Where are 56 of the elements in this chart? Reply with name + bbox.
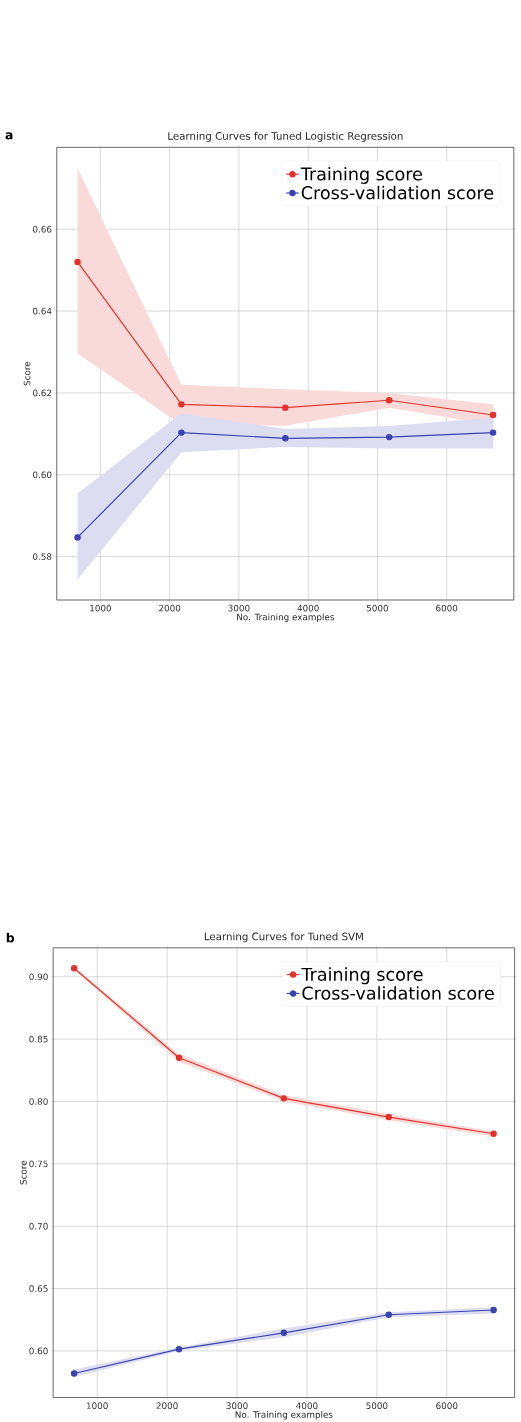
x-tick-label: 3000 bbox=[226, 1402, 248, 1409]
legend-label: Training score bbox=[300, 166, 422, 184]
x-tick-label: 6000 bbox=[436, 604, 458, 612]
point bbox=[385, 433, 393, 441]
y-tick-label: 0.62 bbox=[33, 389, 52, 397]
legend-label: Cross-validation score bbox=[301, 185, 494, 200]
y-axis-title: Score bbox=[20, 1160, 27, 1185]
x-tick-label: 2000 bbox=[156, 1402, 178, 1409]
text: b bbox=[6, 932, 15, 943]
point bbox=[490, 1130, 497, 1138]
point bbox=[70, 965, 78, 972]
point bbox=[489, 429, 497, 436]
point bbox=[175, 1345, 183, 1353]
point bbox=[178, 401, 185, 408]
legend-label: Training score bbox=[301, 967, 423, 985]
point bbox=[282, 435, 289, 442]
point bbox=[385, 1311, 392, 1318]
y-tick-label: 0.80 bbox=[29, 1098, 48, 1105]
x-tick-label: 6000 bbox=[436, 1402, 458, 1409]
point bbox=[70, 1370, 78, 1377]
x-tick-label: 4000 bbox=[296, 1402, 318, 1409]
chart-title: Learning Curves for Tuned SVM bbox=[204, 932, 363, 943]
x-tick-label: 2000 bbox=[159, 604, 181, 612]
point bbox=[385, 1113, 392, 1121]
y-tick-label: 0.65 bbox=[29, 1285, 48, 1292]
chart-title: Learning Curves for Tuned Logistic Regression bbox=[168, 131, 403, 142]
x-tick-label: 5000 bbox=[366, 604, 389, 612]
y-axis-title: Score bbox=[23, 361, 31, 386]
point bbox=[74, 258, 81, 266]
x-tick-label: 1000 bbox=[90, 604, 111, 612]
x-tick-label: 5000 bbox=[366, 1402, 388, 1409]
x-tick-label: 4000 bbox=[297, 604, 319, 612]
point bbox=[490, 1306, 497, 1314]
x-tick-label: 3000 bbox=[228, 604, 250, 612]
x-tick-label: 1000 bbox=[86, 1402, 108, 1409]
legend-label: Cross-validation score bbox=[302, 986, 494, 1000]
x-axis-title: No. Training examples bbox=[235, 1411, 333, 1420]
point bbox=[385, 397, 393, 404]
y-tick-label: 0.60 bbox=[33, 471, 52, 479]
y-tick-label: 0.66 bbox=[33, 225, 52, 233]
y-tick-label: 0.64 bbox=[33, 307, 52, 315]
y-tick-label: 0.85 bbox=[29, 1035, 48, 1043]
point bbox=[282, 404, 289, 411]
y-tick-label: 0.60 bbox=[29, 1347, 48, 1355]
y-tick-label: 0.90 bbox=[29, 973, 48, 981]
point bbox=[280, 1095, 288, 1102]
y-tick-label: 0.58 bbox=[33, 553, 52, 560]
y-tick-label: 0.70 bbox=[29, 1222, 48, 1230]
point bbox=[74, 534, 81, 541]
point bbox=[178, 429, 185, 436]
point bbox=[175, 1054, 183, 1061]
x-axis-title: No. Training examples bbox=[237, 613, 334, 623]
point bbox=[489, 411, 497, 419]
y-tick-label: 0.75 bbox=[29, 1160, 48, 1168]
point bbox=[280, 1329, 288, 1337]
text: a bbox=[5, 132, 13, 140]
